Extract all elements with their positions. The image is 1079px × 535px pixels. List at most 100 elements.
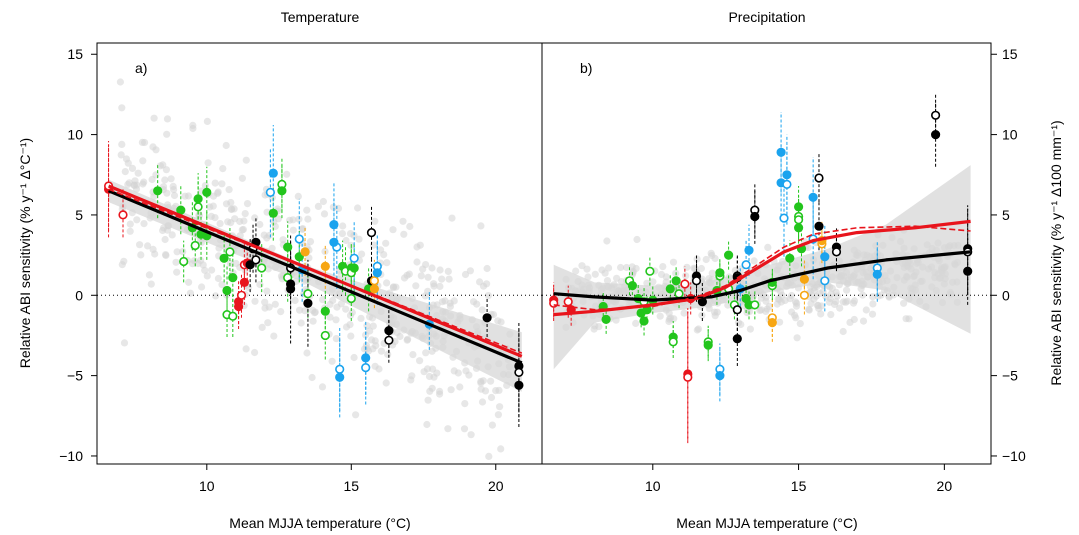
background-point	[682, 272, 690, 280]
data-point	[153, 186, 163, 196]
data-point	[639, 316, 649, 326]
y-tick-label: −5	[1002, 368, 1018, 384]
background-point	[140, 220, 148, 228]
background-point	[412, 282, 420, 290]
background-point	[496, 403, 504, 411]
background-point	[836, 304, 844, 312]
background-point	[659, 263, 667, 271]
background-point	[428, 384, 436, 392]
background-point	[792, 314, 800, 322]
data-point	[715, 371, 725, 381]
data-point	[234, 301, 244, 312]
data-point	[793, 202, 804, 212]
fit-line-red-solid	[107, 184, 523, 358]
data-point	[251, 255, 261, 265]
background-point	[238, 226, 246, 234]
fit-line-black-solid	[107, 189, 523, 365]
background-point	[400, 274, 409, 282]
background-point	[788, 308, 796, 316]
data-point	[268, 208, 278, 218]
background-point	[424, 273, 432, 281]
data-point	[366, 228, 377, 238]
data-point	[349, 263, 359, 273]
background-point	[807, 300, 815, 308]
background-point	[817, 310, 825, 318]
data-point	[482, 313, 492, 323]
background-point	[219, 165, 227, 173]
background-point	[186, 289, 194, 297]
background-point	[591, 270, 599, 278]
data-point	[668, 337, 678, 347]
background-point	[762, 293, 770, 301]
data-point	[294, 252, 304, 262]
y-tick-label: 0	[1002, 287, 1010, 303]
background-point	[456, 383, 464, 391]
data-point	[627, 281, 638, 291]
background-point	[869, 300, 877, 308]
background-point	[163, 115, 172, 123]
data-point	[193, 202, 203, 212]
background-point	[400, 230, 408, 238]
background-point	[251, 297, 259, 305]
background-point	[242, 345, 250, 353]
background-point	[605, 264, 613, 272]
background-point	[773, 300, 781, 308]
data-point	[514, 367, 524, 378]
data-point	[814, 221, 824, 231]
data-point	[680, 279, 690, 289]
background-point	[173, 248, 181, 256]
background-point	[277, 308, 285, 316]
background-point	[261, 298, 269, 306]
background-point	[209, 192, 218, 200]
data-point	[785, 253, 795, 263]
data-point	[320, 261, 330, 272]
background-point	[399, 217, 407, 225]
data-point	[361, 363, 371, 373]
data-point	[361, 353, 371, 363]
background-point	[332, 316, 340, 324]
background-point	[791, 298, 800, 306]
background-point	[831, 300, 839, 308]
background-point	[617, 263, 625, 272]
data-point	[750, 211, 760, 222]
background-point	[203, 272, 211, 280]
data-point	[723, 250, 734, 260]
background-point	[149, 143, 157, 151]
data-point	[703, 340, 713, 350]
data-point	[820, 252, 830, 262]
data-point	[193, 194, 203, 204]
data-point	[750, 300, 760, 310]
background-point	[454, 369, 462, 377]
background-point	[396, 332, 404, 341]
background-point	[121, 168, 129, 176]
data-point	[236, 290, 247, 300]
background-point	[826, 283, 834, 291]
background-point	[117, 151, 125, 159]
background-point	[227, 205, 235, 214]
background-point	[632, 319, 640, 327]
background-point	[424, 396, 432, 404]
data-point	[320, 306, 330, 316]
data-point	[793, 223, 804, 233]
background-point	[436, 282, 444, 290]
background-point	[445, 275, 453, 283]
background-point	[339, 222, 347, 230]
background-point	[662, 273, 670, 281]
background-point	[403, 336, 411, 344]
data-point	[190, 240, 200, 251]
background-point	[423, 420, 431, 429]
background-point	[583, 265, 591, 273]
background-point	[430, 282, 438, 290]
background-point	[225, 186, 233, 194]
background-point	[369, 322, 377, 330]
data-point	[799, 290, 810, 300]
y-tick-label: −5	[67, 368, 83, 384]
background-point	[623, 263, 631, 272]
data-point	[744, 245, 754, 255]
background-point	[211, 214, 219, 222]
background-point	[159, 161, 167, 169]
background-point	[656, 312, 664, 320]
background-point	[144, 242, 152, 250]
background-point	[632, 264, 640, 273]
background-point	[765, 302, 774, 310]
